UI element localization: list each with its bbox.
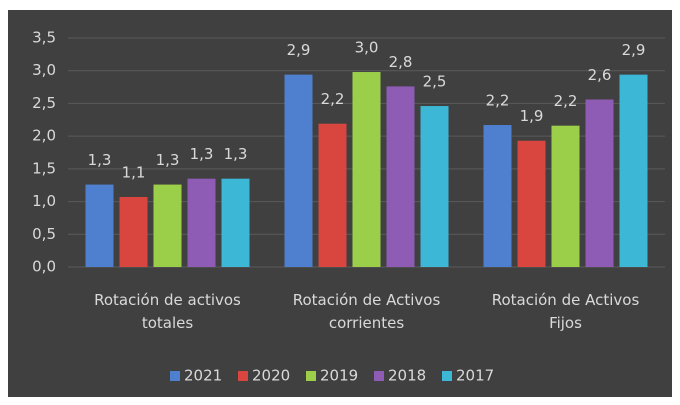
data-label: 1,3 xyxy=(156,151,180,169)
data-label: 2,9 xyxy=(287,41,311,59)
x-tick-label: Rotación de activos totales xyxy=(94,291,241,332)
legend-label: 2021 xyxy=(184,367,222,385)
data-label: 2,6 xyxy=(588,66,612,84)
data-label: 2,5 xyxy=(423,73,447,91)
bar xyxy=(352,72,381,267)
x-tick-label: Rotación de Activos Fijos xyxy=(492,291,640,332)
legend-label: 2020 xyxy=(252,367,290,385)
y-tick-label: 0,5 xyxy=(32,225,56,243)
legend-label: 2018 xyxy=(388,367,426,385)
bar xyxy=(386,86,415,267)
data-label: 2,8 xyxy=(389,53,413,71)
legend-swatch xyxy=(306,371,316,381)
bar xyxy=(119,196,148,267)
data-label: 1,3 xyxy=(88,151,112,169)
legend-swatch xyxy=(374,371,384,381)
bar xyxy=(85,184,114,267)
legend-swatch xyxy=(442,371,452,381)
bar xyxy=(187,178,216,267)
legend-swatch xyxy=(170,371,180,381)
y-tick-label: 3,0 xyxy=(32,61,56,79)
x-tick-label: Rotación de Activos corrientes xyxy=(293,291,441,332)
y-tick-label: 3,5 xyxy=(32,29,56,47)
y-tick-label: 2,0 xyxy=(32,127,56,145)
data-label: 1,1 xyxy=(122,163,146,181)
data-label: 2,9 xyxy=(622,41,646,59)
bar xyxy=(221,178,250,267)
data-label: 1,9 xyxy=(520,107,544,125)
bar xyxy=(551,125,580,267)
y-tick-label: 1,0 xyxy=(32,192,56,210)
legend-label: 2017 xyxy=(456,367,494,385)
data-label: 3,0 xyxy=(355,39,379,57)
y-tick-label: 0,0 xyxy=(32,258,56,276)
data-label: 1,3 xyxy=(190,145,214,163)
bar xyxy=(284,74,313,267)
bar xyxy=(619,74,648,267)
data-label: 2,2 xyxy=(321,90,345,108)
y-tick-label: 2,5 xyxy=(32,94,56,112)
bar xyxy=(517,140,546,267)
legend-label: 2019 xyxy=(320,367,358,385)
bar xyxy=(153,184,182,267)
bar xyxy=(420,106,449,267)
bar xyxy=(483,125,512,268)
legend-swatch xyxy=(238,371,248,381)
data-label: 1,3 xyxy=(224,145,248,163)
bar xyxy=(585,99,614,267)
data-label: 2,2 xyxy=(486,92,510,110)
y-tick-label: 1,5 xyxy=(32,159,56,177)
data-label: 2,2 xyxy=(554,92,578,110)
bar xyxy=(318,123,347,267)
